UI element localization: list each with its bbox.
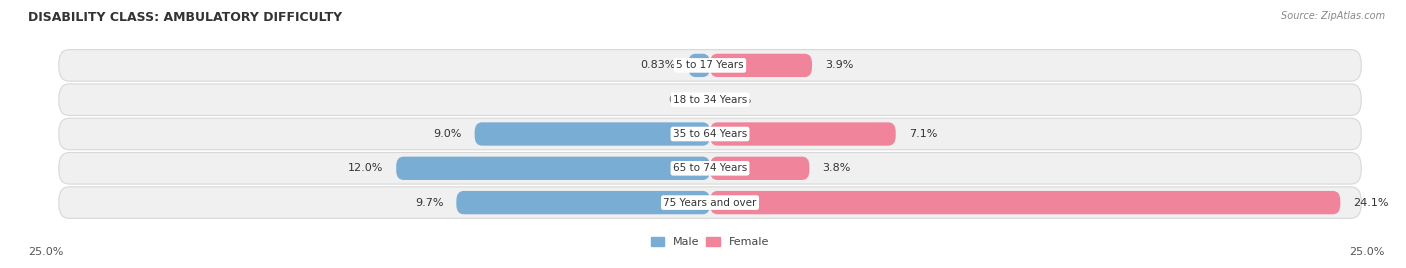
FancyBboxPatch shape bbox=[710, 122, 896, 146]
FancyBboxPatch shape bbox=[689, 54, 710, 77]
FancyBboxPatch shape bbox=[59, 152, 1361, 184]
FancyBboxPatch shape bbox=[457, 191, 710, 214]
FancyBboxPatch shape bbox=[396, 157, 710, 180]
FancyBboxPatch shape bbox=[710, 157, 810, 180]
Text: 35 to 64 Years: 35 to 64 Years bbox=[673, 129, 747, 139]
Text: 25.0%: 25.0% bbox=[1350, 247, 1385, 257]
Text: 18 to 34 Years: 18 to 34 Years bbox=[673, 95, 747, 105]
Text: 12.0%: 12.0% bbox=[347, 163, 382, 173]
Text: 9.0%: 9.0% bbox=[433, 129, 461, 139]
FancyBboxPatch shape bbox=[59, 187, 1361, 218]
Text: 5 to 17 Years: 5 to 17 Years bbox=[676, 60, 744, 70]
Text: Source: ZipAtlas.com: Source: ZipAtlas.com bbox=[1281, 11, 1385, 21]
Text: 9.7%: 9.7% bbox=[415, 198, 443, 208]
Text: 25.0%: 25.0% bbox=[28, 247, 63, 257]
FancyBboxPatch shape bbox=[710, 191, 1340, 214]
Text: 0.83%: 0.83% bbox=[640, 60, 675, 70]
Text: 3.9%: 3.9% bbox=[825, 60, 853, 70]
Text: 65 to 74 Years: 65 to 74 Years bbox=[673, 163, 747, 173]
FancyBboxPatch shape bbox=[475, 122, 710, 146]
Text: 24.1%: 24.1% bbox=[1354, 198, 1389, 208]
FancyBboxPatch shape bbox=[710, 54, 813, 77]
Text: 0.0%: 0.0% bbox=[669, 95, 697, 105]
Text: DISABILITY CLASS: AMBULATORY DIFFICULTY: DISABILITY CLASS: AMBULATORY DIFFICULTY bbox=[28, 11, 342, 24]
Text: 3.8%: 3.8% bbox=[823, 163, 851, 173]
Text: 75 Years and over: 75 Years and over bbox=[664, 198, 756, 208]
Text: 7.1%: 7.1% bbox=[908, 129, 938, 139]
FancyBboxPatch shape bbox=[59, 118, 1361, 150]
Text: 0.0%: 0.0% bbox=[723, 95, 751, 105]
FancyBboxPatch shape bbox=[59, 84, 1361, 116]
FancyBboxPatch shape bbox=[59, 50, 1361, 81]
Legend: Male, Female: Male, Female bbox=[647, 233, 773, 252]
